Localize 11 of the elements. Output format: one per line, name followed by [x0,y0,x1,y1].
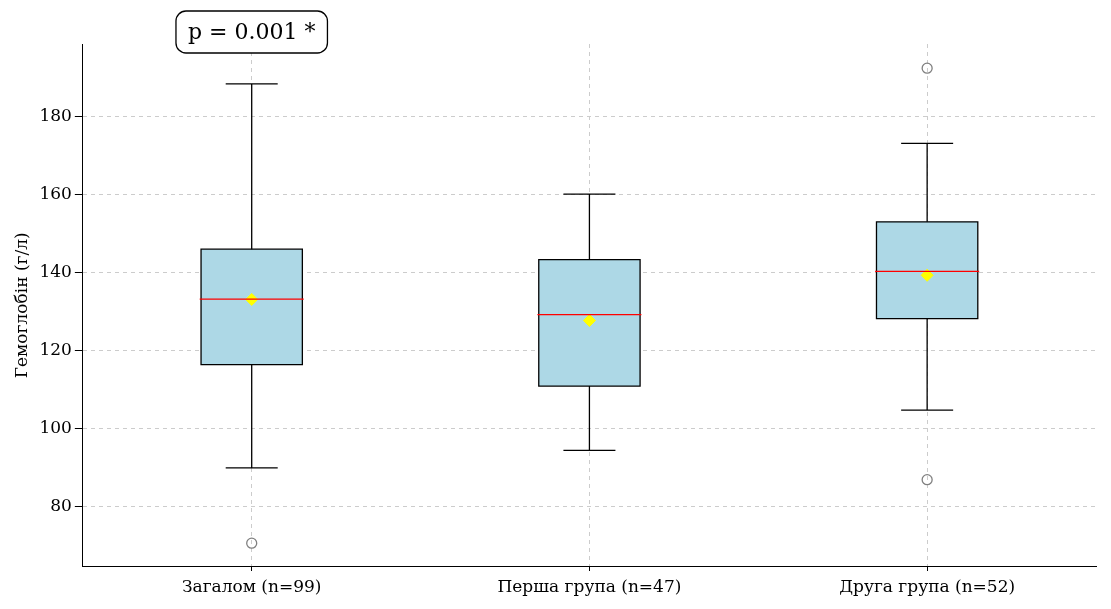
y-axis-title: Гемоглобін (г/л) [10,232,31,379]
y-tick-label: 160 [39,182,72,203]
x-tick-label: Загалом (n=99) [181,576,322,597]
x-tick-label: Друга група (n=52) [839,576,1016,597]
y-tick-label: 140 [39,260,72,281]
y-tick-label: 180 [39,104,72,125]
x-tick-label: Перша група (n=47) [497,576,682,597]
text: p = 0.001 * [187,18,316,44]
y-tick-label: 80 [50,494,72,515]
y-tick-label: 100 [39,416,72,437]
y-tick-label: 120 [39,338,72,359]
